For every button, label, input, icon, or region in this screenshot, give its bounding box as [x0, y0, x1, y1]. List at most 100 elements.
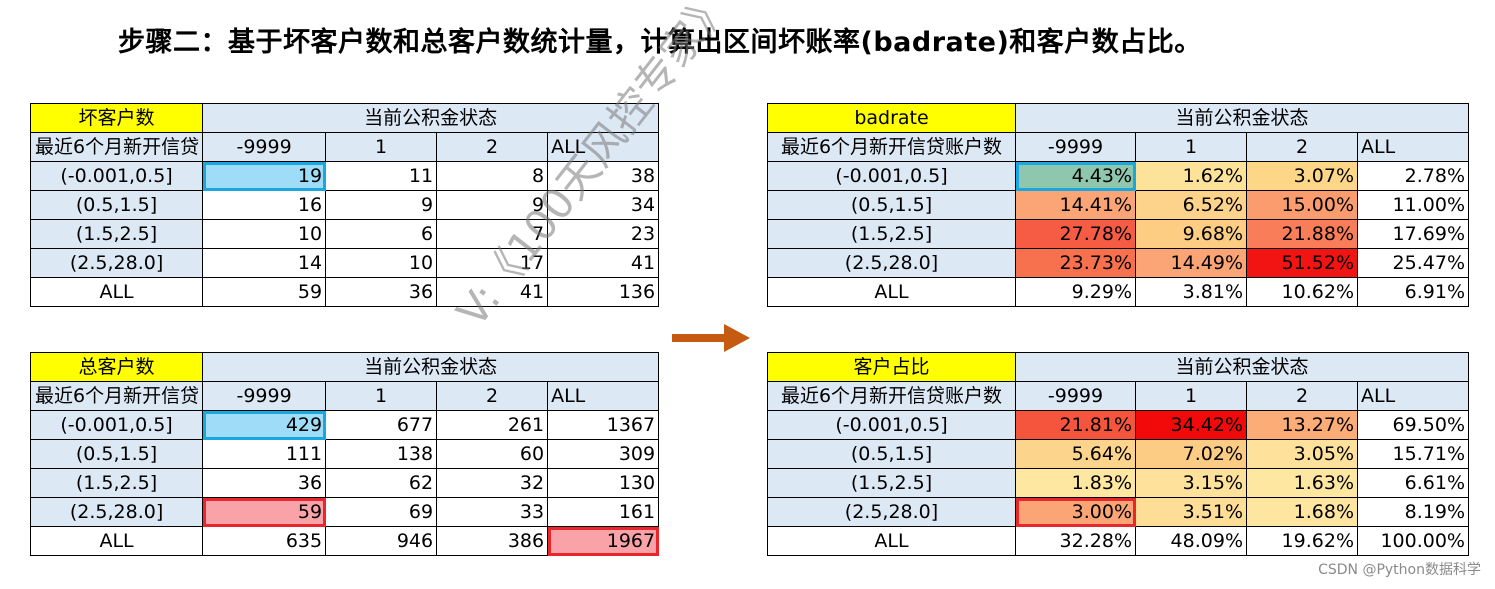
row-label: ALL [767, 277, 1016, 307]
table-cell: 261 [436, 410, 549, 440]
table-cell: 309 [547, 439, 660, 469]
table-cell: 1.63% [1246, 468, 1358, 498]
col-header: 2 [1246, 381, 1358, 411]
table-cell: 23.73% [1015, 248, 1136, 278]
table-corner-label: 客户占比 [767, 352, 1016, 382]
table-cell: 9 [325, 190, 438, 220]
table-cell: 11 [325, 161, 438, 191]
row-label: (2.5,28.0] [29, 248, 204, 278]
col-header: 1 [325, 132, 438, 162]
highlighted-cell: 4.43% [1015, 161, 1136, 191]
col-header: 1 [1135, 132, 1247, 162]
table-cell: 14.41% [1015, 190, 1136, 220]
row-label: ALL [29, 526, 204, 556]
table-row: (0.5,1.5] 14.41% 6.52% 15.00% 11.00% [767, 190, 1469, 220]
table-corner-label: badrate [767, 103, 1016, 133]
table-cell: 23 [547, 219, 660, 249]
table-cell: 9 [436, 190, 549, 220]
table-cell: 10 [202, 219, 327, 249]
table-row: (2.5,28.0] 23.73% 14.49% 51.52% 25.47% [767, 248, 1469, 278]
table-cell: 21.88% [1246, 219, 1358, 249]
highlighted-cell: 19 [202, 161, 327, 191]
table-row: (-0.001,0.5] 21.81% 34.42% 13.27% 69.50% [767, 410, 1469, 440]
table-cell: 9.68% [1135, 219, 1247, 249]
table-cell: 13.27% [1246, 410, 1358, 440]
table-cell: 38 [547, 161, 660, 191]
right-arrow-icon [672, 324, 750, 352]
row-label: (0.5,1.5] [29, 439, 204, 469]
col-header: -9999 [202, 132, 327, 162]
table-cell: 138 [325, 439, 438, 469]
table-cell: 1.83% [1015, 468, 1136, 498]
customer-share-table: 客户占比 当前公积金状态 最近6个月新开信贷账户数 -9999 1 2 ALL … [767, 352, 1469, 556]
table-cell: 5.64% [1015, 439, 1136, 469]
table-cell: 17.69% [1357, 219, 1469, 249]
highlighted-cell: 3.00% [1015, 497, 1136, 527]
group-header: 当前公积金状态 [202, 352, 660, 382]
table-row: (2.5,28.0] 59 69 33 161 [29, 497, 660, 527]
highlighted-cell: 429 [202, 410, 327, 440]
table-corner-label: 总客户数 [29, 352, 204, 382]
table-cell: 111 [202, 439, 327, 469]
table-cell: 6.61% [1357, 468, 1469, 498]
table-cell: 1.68% [1246, 497, 1358, 527]
table-cell: 34 [547, 190, 660, 220]
col-header: ALL [547, 381, 660, 411]
table-cell: 8.19% [1357, 497, 1469, 527]
table-cell: 32.28% [1015, 526, 1136, 556]
col-header: 1 [325, 381, 438, 411]
row-label: ALL [29, 277, 204, 307]
highlighted-cell: 59 [202, 497, 327, 527]
row-header: 最近6个月新开信贷 [29, 381, 204, 411]
table-cell: 3.51% [1135, 497, 1247, 527]
group-header: 当前公积金状态 [1015, 103, 1469, 133]
row-label: (-0.001,0.5] [767, 161, 1016, 191]
col-header: 2 [1246, 132, 1358, 162]
row-header: 最近6个月新开信贷账户数 [767, 381, 1016, 411]
table-cell: 677 [325, 410, 438, 440]
table-cell: 15.00% [1246, 190, 1358, 220]
table-cell: 7.02% [1135, 439, 1247, 469]
row-label: (0.5,1.5] [767, 439, 1016, 469]
table-row: (0.5,1.5] 16 9 9 34 [29, 190, 660, 220]
table-cell: 9.29% [1015, 277, 1136, 307]
table-cell: 27.78% [1015, 219, 1136, 249]
row-label: (2.5,28.0] [29, 497, 204, 527]
table-cell: 59 [202, 277, 327, 307]
col-header: 1 [1135, 381, 1247, 411]
table-cell: 36 [202, 468, 327, 498]
row-label: (2.5,28.0] [767, 248, 1016, 278]
table-cell: 1.62% [1135, 161, 1247, 191]
bad-count-table: 坏客户数 当前公积金状态 最近6个月新开信贷 -9999 1 2 ALL (-0… [29, 103, 660, 307]
table-cell: 41 [436, 277, 549, 307]
row-label: (-0.001,0.5] [767, 410, 1016, 440]
table-row: (2.5,28.0] 3.00% 3.51% 1.68% 8.19% [767, 497, 1469, 527]
group-header: 当前公积金状态 [202, 103, 660, 133]
table-row: (-0.001,0.5] 429 677 261 1367 [29, 410, 660, 440]
table-cell: 60 [436, 439, 549, 469]
table-cell: 19.62% [1246, 526, 1358, 556]
table-cell: 635 [202, 526, 327, 556]
table-cell: 34.42% [1135, 410, 1247, 440]
col-header: ALL [1357, 132, 1469, 162]
table-row: (1.5,2.5] 1.83% 3.15% 1.63% 6.61% [767, 468, 1469, 498]
table-row: (1.5,2.5] 10 6 7 23 [29, 219, 660, 249]
table-cell: 33 [436, 497, 549, 527]
table-cell: 946 [325, 526, 438, 556]
col-header: -9999 [1015, 132, 1136, 162]
row-label: (0.5,1.5] [767, 190, 1016, 220]
table-cell: 14.49% [1135, 248, 1247, 278]
table-corner-label: 坏客户数 [29, 103, 204, 133]
table-cell: 48.09% [1135, 526, 1247, 556]
table-cell: 21.81% [1015, 410, 1136, 440]
table-cell: 25.47% [1357, 248, 1469, 278]
table-cell: 130 [547, 468, 660, 498]
col-header: -9999 [202, 381, 327, 411]
table-cell: 100.00% [1357, 526, 1469, 556]
row-label: (-0.001,0.5] [29, 161, 204, 191]
table-row: ALL 9.29% 3.81% 10.62% 6.91% [767, 277, 1469, 307]
table-cell: 386 [436, 526, 549, 556]
table-cell: 10.62% [1246, 277, 1358, 307]
table-row: ALL 59 36 41 136 [29, 277, 660, 307]
table-cell: 1367 [547, 410, 660, 440]
